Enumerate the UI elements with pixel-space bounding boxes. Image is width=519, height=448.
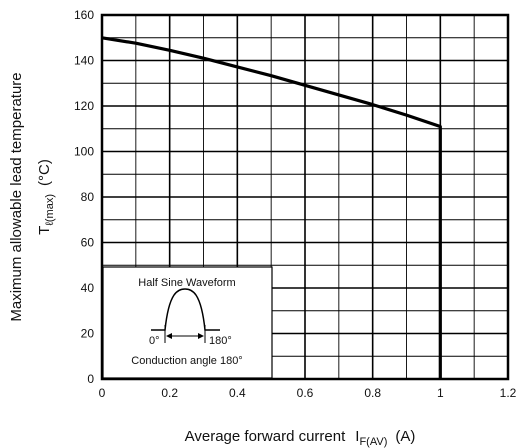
x-tick-label: 1.2 [500,386,517,400]
y-tick-label: 100 [74,145,94,159]
inset-title: Half Sine Waveform [138,277,235,289]
y-tick-label: 40 [81,281,95,295]
plot-frame [100,13,510,381]
x-axis-unit: (A) [395,428,415,445]
waveform-inset: Half Sine Waveform 0° 180° Conduction an… [102,266,273,379]
x-axis-symbol: I [355,428,359,445]
inset-box [102,266,273,379]
x-tick-label: 0.6 [297,386,314,400]
x-tick-label: 0.8 [364,386,381,400]
x-axis-main: Average forward current [185,428,346,445]
x-tick-label: 0.2 [161,386,178,400]
series-group [101,36,442,379]
arrow-left-icon [166,333,172,339]
inset-left-label: 0° [149,335,160,347]
y-tick-label: 160 [74,8,94,22]
y-axis-title-main: Maximum allowable lead temperature [8,72,25,321]
y-axis-subscript: ℓ(max) [44,194,56,226]
y-axis-unit: (°C) [36,159,53,186]
y-tick-label: 140 [74,54,94,68]
half-sine-wave-icon [151,288,220,331]
x-axis-subscript: F(AV) [359,436,387,448]
y-axis-title-symbol: Tℓ(max) (°C) [36,159,56,235]
x-tick-label: 0 [99,386,106,400]
x-tick-label: 1 [437,386,444,400]
arrow-right-icon [198,333,204,339]
x-axis-title: Average forward current IF(AV) (A) [185,428,416,448]
y-axis-symbol: T [36,226,53,235]
x-tick-label: 0.4 [229,386,246,400]
y-tick-label: 0 [87,372,94,386]
y-tick-label: 20 [81,327,95,341]
y-tick-label: 60 [81,236,95,250]
inset-caption: Conduction angle 180° [131,355,242,367]
y-tick-label: 80 [81,190,95,204]
series-line [101,36,442,379]
tick-labels: 0 0.2 0.4 0.6 0.8 1 1.2 0 20 40 60 80 100 120 140 160 [74,8,517,400]
y-tick-label: 120 [74,99,94,113]
inset-right-label: 180° [209,335,232,347]
